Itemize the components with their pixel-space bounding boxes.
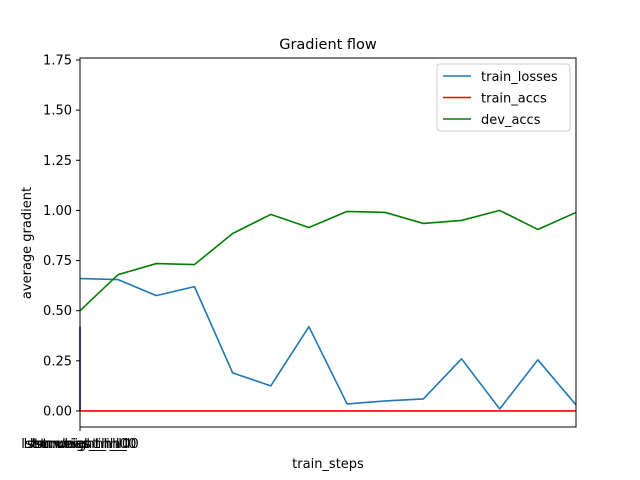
x-tick-label: lstm.bias_ih_l0 — [32, 437, 128, 452]
y-tick-label: 1.50 — [43, 104, 72, 119]
y-tick-label: 0.25 — [43, 354, 72, 369]
x-tick-label: lstm.weight_ih_l0 — [24, 437, 137, 452]
series-line-dev-accs — [79, 209, 577, 312]
y-tick-label: 0.50 — [43, 304, 72, 319]
y-tick-label: 1.75 — [43, 54, 72, 69]
axes-frame — [79, 57, 577, 428]
y-tick-label: 0.00 — [43, 404, 72, 419]
series-line-train-losses — [79, 277, 577, 410]
y-axis-ticks: 0.00 0.25 0.50 0.75 1.00 1.25 1.50 1.75 — [43, 54, 80, 419]
y-tick-label: 0.75 — [43, 254, 72, 269]
y-tick-label: 1.25 — [43, 154, 72, 169]
y-tick-label: 1.00 — [43, 204, 72, 219]
legend-label-dev-accs: dev_accs — [481, 113, 541, 128]
x-tick-label: lstm.weight_hh_l0 — [21, 437, 138, 452]
legend-label-train-accs: train_accs — [481, 92, 547, 107]
plot-area — [79, 57, 577, 428]
legend: train_losses train_accs dev_accs — [436, 63, 571, 132]
legend-label-train-losses: train_losses — [481, 70, 558, 85]
chart-title: Gradient flow — [279, 37, 377, 53]
x-tick-label: lstm.bias_hh_l0 — [30, 437, 130, 452]
x-axis-ticks: lstm.weight_ih_l0lstm.weight_hh_l0lstm.b… — [21, 427, 139, 452]
x-axis-label: train_steps — [292, 457, 364, 472]
y-axis-label: average gradient — [20, 187, 35, 299]
legend-box — [436, 63, 571, 132]
